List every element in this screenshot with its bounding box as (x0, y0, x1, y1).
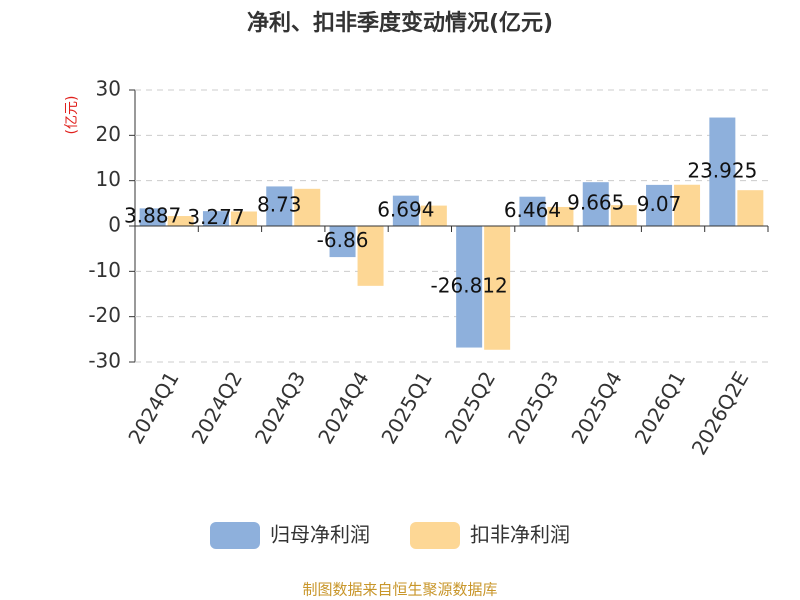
bar (709, 117, 736, 226)
x-tick-label: 2026Q2E (687, 367, 754, 459)
legend-swatch (410, 522, 460, 549)
chart-title: 净利、扣非季度变动情况(亿元) (247, 10, 553, 36)
bar (737, 190, 764, 226)
bar (456, 226, 483, 348)
data-label: -26.812 (431, 273, 508, 297)
bar (139, 208, 166, 226)
y-tick-label: 0 (108, 213, 121, 237)
bar (674, 184, 701, 226)
x-tick-label: 2025Q3 (503, 367, 563, 448)
data-label: 6.694 (377, 197, 434, 221)
bar (484, 226, 511, 350)
data-label: -6.86 (317, 228, 369, 252)
x-tick-label: 2025Q4 (566, 367, 626, 448)
bar (519, 196, 546, 226)
bar (547, 206, 574, 226)
source-note: 制图数据来自恒生聚源数据库 (302, 581, 497, 599)
bar (294, 188, 321, 226)
bar (202, 211, 229, 226)
y-tick-label: 10 (96, 167, 121, 191)
x-tick-label: 2026Q1 (630, 367, 690, 448)
bar (357, 226, 384, 286)
bar (329, 226, 356, 258)
x-tick-label: 2024Q2 (187, 367, 247, 448)
x-tick-label: 2024Q1 (123, 367, 183, 448)
bar (420, 205, 447, 226)
bar (266, 186, 293, 226)
x-tick-label: 2025Q2 (440, 367, 500, 448)
y-axis-label: (亿元) (64, 96, 80, 135)
y-tick-label: 20 (96, 122, 121, 146)
y-tick-label: -10 (88, 258, 121, 282)
legend-swatch (210, 522, 260, 549)
y-tick-label: -20 (88, 303, 121, 327)
bar (646, 184, 673, 226)
x-tick-label: 2024Q4 (313, 367, 373, 448)
data-label: 23.925 (687, 158, 757, 182)
legend-label: 扣非净利润 (470, 523, 570, 547)
y-tick-label: -30 (88, 349, 121, 373)
data-label: 3.887 (124, 204, 181, 228)
data-label: 9.665 (567, 191, 624, 215)
y-tick-label: 30 (96, 77, 121, 101)
x-tick-label: 2025Q1 (376, 367, 436, 448)
bar (582, 182, 609, 226)
data-label: 8.73 (257, 193, 302, 217)
data-label: 9.07 (637, 192, 682, 216)
data-label: 6.464 (504, 198, 561, 222)
bar (392, 195, 419, 226)
data-label: 3.277 (187, 205, 244, 229)
bar (167, 216, 194, 226)
legend-label: 归母净利润 (270, 523, 370, 547)
bar (610, 205, 637, 226)
bar (230, 211, 257, 226)
x-tick-label: 2024Q3 (250, 367, 310, 448)
